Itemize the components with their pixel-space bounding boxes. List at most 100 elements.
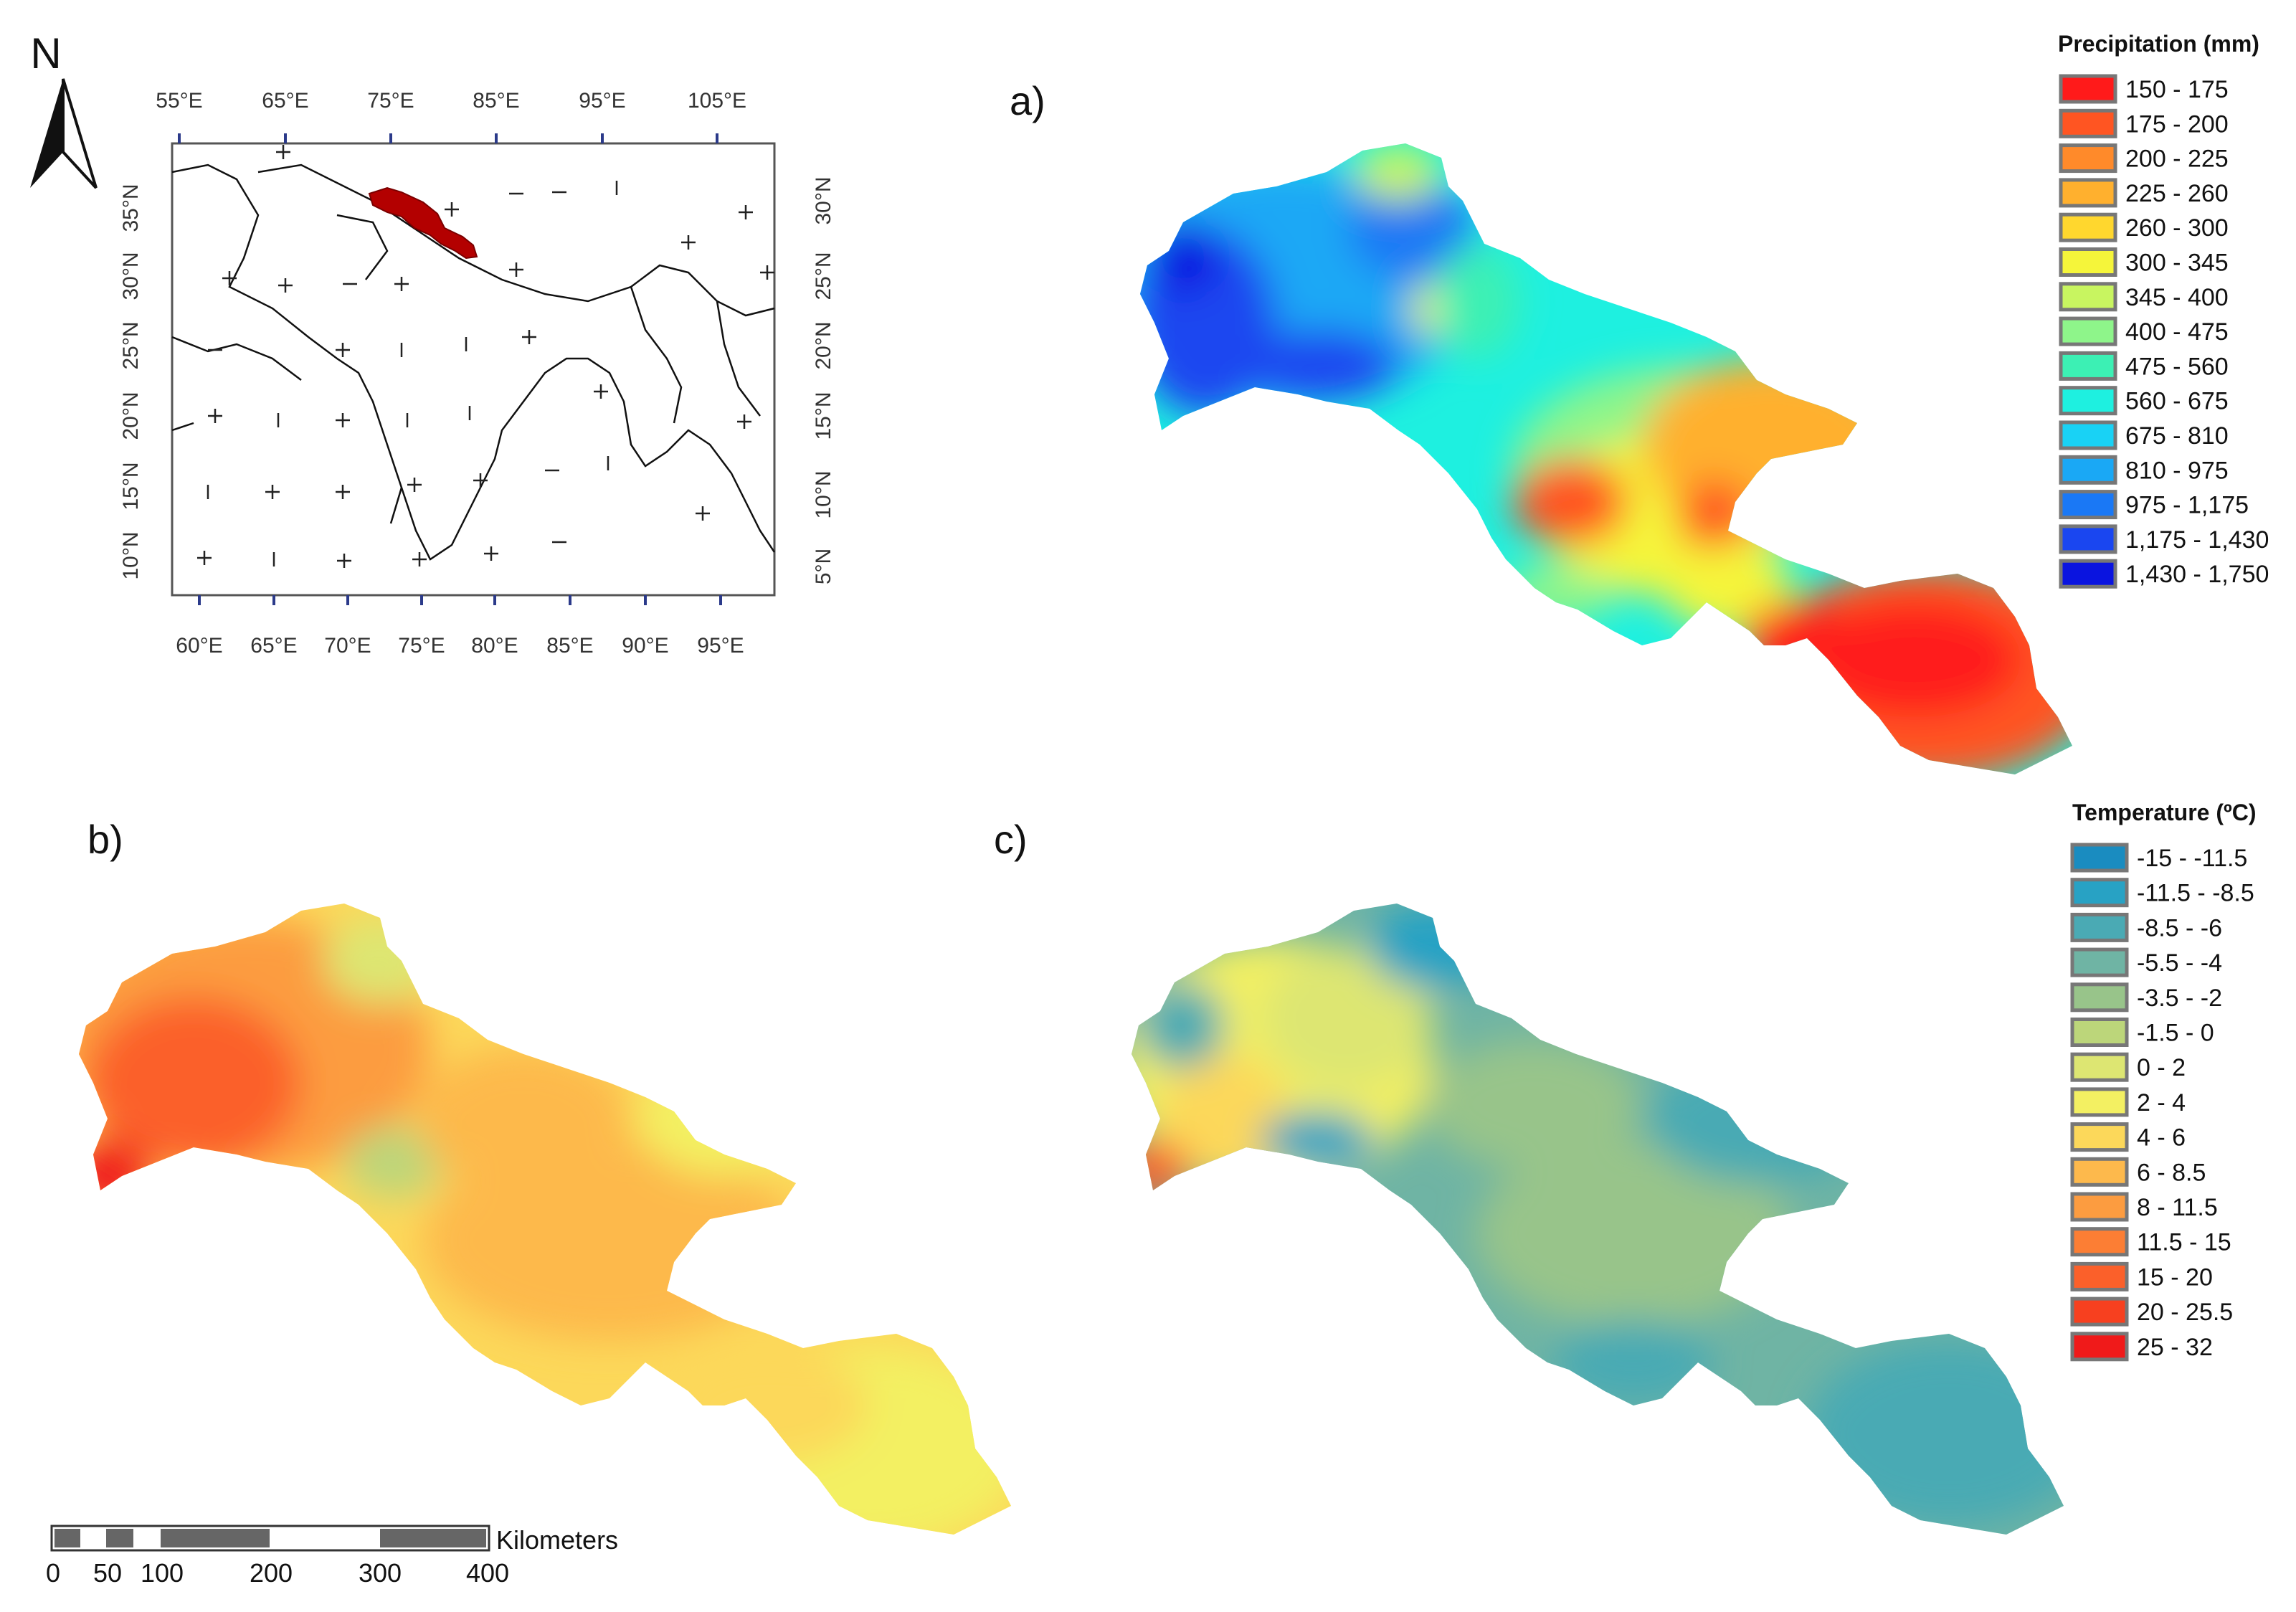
temperature-legend-label: 25 - 32 <box>2137 1334 2213 1361</box>
temperature-legend-label: -3.5 - -2 <box>2137 985 2222 1012</box>
north-label: N <box>30 29 61 77</box>
precipitation-legend-swatch <box>2059 490 2117 520</box>
temperature-map-b <box>79 904 1011 1535</box>
precipitation-legend-swatch <box>2059 420 2117 450</box>
svg-text:200: 200 <box>250 1558 293 1588</box>
svg-text:95°E: 95°E <box>579 89 625 113</box>
precipitation-legend-label: 975 - 1,175 <box>2125 492 2249 519</box>
precipitation-legend-swatch <box>2059 524 2117 554</box>
temperature-legend-label: 15 - 20 <box>2137 1263 2213 1291</box>
temperature-legend-swatch <box>2070 982 2129 1013</box>
temperature-legend-swatch <box>2070 912 2129 942</box>
precipitation-legend-swatch <box>2059 351 2117 381</box>
svg-text:50: 50 <box>93 1558 122 1588</box>
precipitation-legend-swatch <box>2059 108 2117 138</box>
svg-text:300: 300 <box>359 1558 402 1588</box>
temperature-legend-swatch <box>2070 1192 2129 1222</box>
precipitation-legend: Precipitation (mm) 150 - 175 175 - 200 200… <box>2058 31 2269 589</box>
precipitation-legend-label: 300 - 345 <box>2125 250 2229 277</box>
svg-text:10°N: 10°N <box>812 470 835 518</box>
precipitation-map <box>1140 143 2072 774</box>
svg-text:75°E: 75°E <box>398 634 445 658</box>
temperature-legend-title: Temperature (ºC) <box>2072 800 2256 825</box>
svg-text:85°E: 85°E <box>473 89 519 113</box>
svg-text:30°N: 30°N <box>812 176 835 224</box>
location-inset-map: 55°E 65°E 75°E 85°E 95°E 105°E 60°E 65°E… <box>119 89 835 658</box>
north-arrow-icon <box>30 79 63 188</box>
temperature-legend-label: 6 - 8.5 <box>2137 1159 2206 1186</box>
temperature-legend: Temperature (ºC) -15 - -11.5 -11.5 - -8.5… <box>2070 800 2256 1362</box>
precipitation-legend-swatch <box>2059 74 2117 104</box>
svg-text:25°N: 25°N <box>812 252 835 300</box>
precipitation-legend-swatch <box>2059 386 2117 416</box>
svg-text:15°N: 15°N <box>119 462 143 510</box>
inset-grid-crosses <box>197 145 774 568</box>
temperature-legend-swatch <box>2070 1261 2129 1291</box>
temperature-legend-label: 4 - 6 <box>2137 1124 2186 1152</box>
precipitation-legend-swatch <box>2059 559 2117 589</box>
temperature-legend-label: 2 - 4 <box>2137 1089 2186 1116</box>
panel-label-b: b) <box>87 817 123 862</box>
temperature-legend-swatch <box>2070 1018 2129 1047</box>
temperature-legend-swatch <box>2070 843 2129 873</box>
inset-left-ticks: 35°N 30°N 25°N 20°N 15°N 10°N <box>119 184 143 579</box>
temperature-legend-swatch <box>2070 1087 2129 1117</box>
svg-text:400: 400 <box>466 1558 509 1588</box>
temperature-legend-label: -5.5 - -4 <box>2137 949 2222 977</box>
inset-right-ticks: 30°N 25°N 20°N 15°N 10°N 5°N <box>812 176 835 584</box>
temperature-legend-swatch <box>2070 1122 2129 1152</box>
temperature-legend-swatch <box>2070 1157 2129 1187</box>
panel-label-c: c) <box>994 817 1028 862</box>
temperature-legend-label: -8.5 - -6 <box>2137 914 2222 942</box>
precipitation-legend-swatch <box>2059 178 2117 208</box>
svg-text:25°N: 25°N <box>119 321 143 369</box>
temperature-legend-swatch <box>2070 947 2129 977</box>
temperature-legend-label: -1.5 - 0 <box>2137 1020 2214 1047</box>
svg-text:10°N: 10°N <box>119 531 143 579</box>
scale-bar-unit: Kilometers <box>496 1525 618 1555</box>
precipitation-legend-swatch <box>2059 282 2117 312</box>
temperature-legend-swatch <box>2070 878 2129 908</box>
temperature-map-c <box>1132 904 2064 1535</box>
temperature-legend-label: 20 - 25.5 <box>2137 1299 2233 1326</box>
temperature-legend-swatch <box>2070 1296 2129 1327</box>
precipitation-legend-label: 260 - 300 <box>2125 214 2229 242</box>
precipitation-legend-label: 400 - 475 <box>2125 318 2229 346</box>
temperature-legend-label: 8 - 11.5 <box>2137 1194 2218 1221</box>
inset-bottom-ticks: 60°E 65°E 70°E 75°E 80°E 85°E 90°E 95°E <box>176 634 744 658</box>
svg-text:90°E: 90°E <box>622 634 668 658</box>
svg-text:15°N: 15°N <box>812 392 835 440</box>
svg-text:65°E: 65°E <box>262 89 308 113</box>
precipitation-legend-label: 675 - 810 <box>2125 422 2229 450</box>
precipitation-legend-swatch <box>2059 316 2117 346</box>
north-arrow: N <box>30 29 98 189</box>
precipitation-legend-label: 1,430 - 1,750 <box>2125 561 2269 588</box>
svg-text:105°E: 105°E <box>688 89 746 113</box>
precipitation-legend-label: 345 - 400 <box>2125 284 2229 311</box>
scale-bar: Kilometers 0 50 100 200 300 400 <box>46 1525 618 1588</box>
precipitation-legend-label: 1,175 - 1,430 <box>2125 526 2269 554</box>
svg-text:65°E: 65°E <box>250 634 297 658</box>
precipitation-legend-swatch <box>2059 247 2117 277</box>
svg-text:95°E: 95°E <box>697 634 744 658</box>
precipitation-legend-label: 150 - 175 <box>2125 76 2229 103</box>
precipitation-legend-title: Precipitation (mm) <box>2058 31 2259 57</box>
temperature-legend-label: -11.5 - -8.5 <box>2137 880 2254 907</box>
precipitation-legend-swatch <box>2059 143 2117 174</box>
precipitation-legend-label: 810 - 975 <box>2125 457 2229 484</box>
temperature-legend-swatch <box>2070 1332 2129 1362</box>
temperature-legend-label: 0 - 2 <box>2137 1054 2186 1081</box>
svg-text:70°E: 70°E <box>324 634 371 658</box>
precipitation-legend-swatch <box>2059 212 2117 242</box>
precipitation-legend-label: 175 - 200 <box>2125 110 2229 138</box>
temperature-legend-label: -15 - -11.5 <box>2137 845 2247 872</box>
precipitation-legend-label: 475 - 560 <box>2125 353 2229 380</box>
precipitation-legend-label: 560 - 675 <box>2125 388 2229 415</box>
temperature-legend-label: 11.5 - 15 <box>2137 1229 2231 1256</box>
precipitation-legend-label: 225 - 260 <box>2125 180 2229 207</box>
inset-top-ticks: 55°E 65°E 75°E 85°E 95°E 105°E <box>156 89 746 113</box>
panel-label-a: a) <box>1010 78 1045 123</box>
svg-text:35°N: 35°N <box>119 184 143 232</box>
svg-text:55°E: 55°E <box>156 89 202 113</box>
